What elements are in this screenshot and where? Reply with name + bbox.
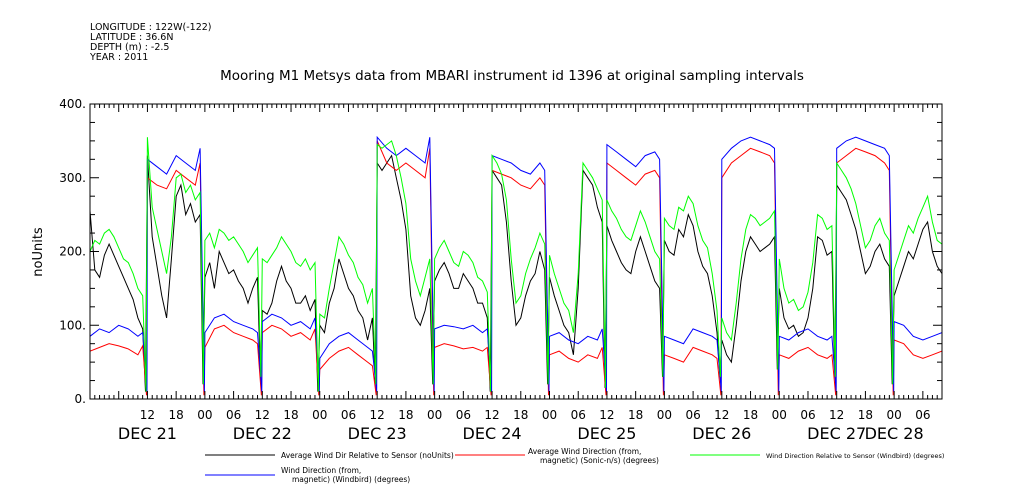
y-tick-label: 300. bbox=[59, 171, 86, 185]
legend-label-blue-line1: Wind Direction (from, bbox=[281, 466, 361, 475]
x-tick-label: 00 bbox=[772, 408, 787, 422]
meta-longitude: LONGITUDE : 122W(-122) bbox=[90, 22, 212, 33]
x-day-label: DEC 27 bbox=[807, 424, 866, 443]
x-day-label: DEC 28 bbox=[865, 424, 924, 443]
x-tick-label: 06 bbox=[456, 408, 471, 422]
series-line-red bbox=[90, 140, 942, 396]
series-layer bbox=[90, 135, 942, 396]
x-tick-label: 06 bbox=[915, 408, 930, 422]
x-tick-label: 12 bbox=[370, 408, 385, 422]
meta-depth: DEPTH (m) : -2.5 bbox=[90, 42, 169, 53]
x-tick-label: 18 bbox=[743, 408, 758, 422]
y-tick-label: 200. bbox=[59, 245, 86, 259]
legend: Average Wind Dir Relative to Sensor (noU… bbox=[205, 447, 944, 484]
y-axis-label: noUnits bbox=[31, 227, 46, 277]
x-tick-label: 18 bbox=[858, 408, 873, 422]
x-tick-label: 00 bbox=[657, 408, 672, 422]
series-line-blue bbox=[90, 135, 942, 392]
x-tick-label: 00 bbox=[312, 408, 327, 422]
x-tick-label: 06 bbox=[341, 408, 356, 422]
x-day-label: DEC 25 bbox=[577, 424, 636, 443]
series-line-black bbox=[90, 154, 942, 392]
chart-title: Mooring M1 Metsys data from MBARI instru… bbox=[220, 68, 804, 84]
legend-label-blue-line2: magnetic) (Windbird) (degrees) bbox=[292, 475, 410, 484]
meta-year: YEAR : 2011 bbox=[89, 52, 148, 63]
x-tick-label: 18 bbox=[169, 408, 184, 422]
x-tick-label: 18 bbox=[513, 408, 528, 422]
series-line-green bbox=[90, 137, 942, 392]
x-tick-label: 12 bbox=[484, 408, 499, 422]
x-tick-label: 12 bbox=[255, 408, 270, 422]
x-tick-label: 06 bbox=[571, 408, 586, 422]
legend-label-red-line2: magnetic) (Sonic-n/s) (degrees) bbox=[540, 456, 659, 465]
legend-label-black: Average Wind Dir Relative to Sensor (noU… bbox=[281, 451, 454, 460]
meta-latitude: LATITUDE : 36.6N bbox=[90, 32, 173, 43]
x-tick-label: 18 bbox=[628, 408, 643, 422]
x-tick-label: 12 bbox=[829, 408, 844, 422]
legend-label-green: Wind Direction Relative to Sensor (Windb… bbox=[766, 452, 944, 460]
x-day-label: DEC 26 bbox=[692, 424, 751, 443]
x-day-label: DEC 21 bbox=[118, 424, 177, 443]
x-tick-label: 18 bbox=[398, 408, 413, 422]
legend-label-red-line1: Average Wind Direction (from, bbox=[528, 447, 641, 456]
x-tick-label: 00 bbox=[542, 408, 557, 422]
plot-area: 0. 100. 200. 300. 400. 12 18 00 06 12 18 00 06 12 18 00… bbox=[59, 97, 943, 443]
x-tick-label: 00 bbox=[197, 408, 212, 422]
y-tick-label: 400. bbox=[59, 97, 86, 111]
x-day-label: DEC 22 bbox=[233, 424, 292, 443]
x-tick-label: 12 bbox=[140, 408, 155, 422]
x-tick-label: 06 bbox=[226, 408, 241, 422]
x-tick-label: 00 bbox=[886, 408, 901, 422]
x-day-label: DEC 23 bbox=[348, 424, 407, 443]
x-tick-label: 06 bbox=[685, 408, 700, 422]
x-tick-label: 12 bbox=[714, 408, 729, 422]
legend-label-red: Average Wind Direction (from, magnetic) … bbox=[528, 447, 659, 465]
legend-label-blue: Wind Direction (from, magnetic) (Windbir… bbox=[281, 466, 410, 484]
y-tick-label: 100. bbox=[59, 318, 86, 332]
x-tick-label: 12 bbox=[599, 408, 614, 422]
x-tick-label: 18 bbox=[283, 408, 298, 422]
y-tick-label: 0. bbox=[75, 392, 86, 406]
x-tick-label: 00 bbox=[427, 408, 442, 422]
x-day-label: DEC 24 bbox=[463, 424, 522, 443]
axes-layer: 0. 100. 200. 300. 400. 12 18 00 06 12 18 00 06 12 18 00… bbox=[59, 97, 943, 443]
x-tick-label: 06 bbox=[800, 408, 815, 422]
